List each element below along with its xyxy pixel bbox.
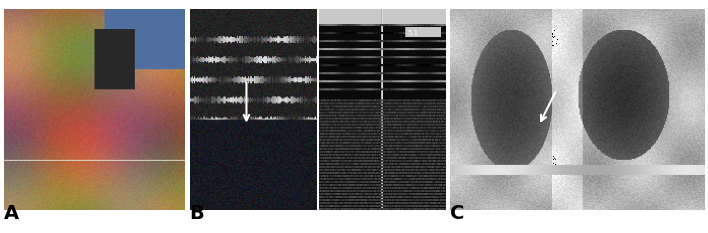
Text: B: B bbox=[190, 204, 205, 223]
Text: 5.1: 5.1 bbox=[408, 30, 418, 36]
Text: A: A bbox=[4, 204, 18, 223]
Text: C: C bbox=[450, 204, 464, 223]
